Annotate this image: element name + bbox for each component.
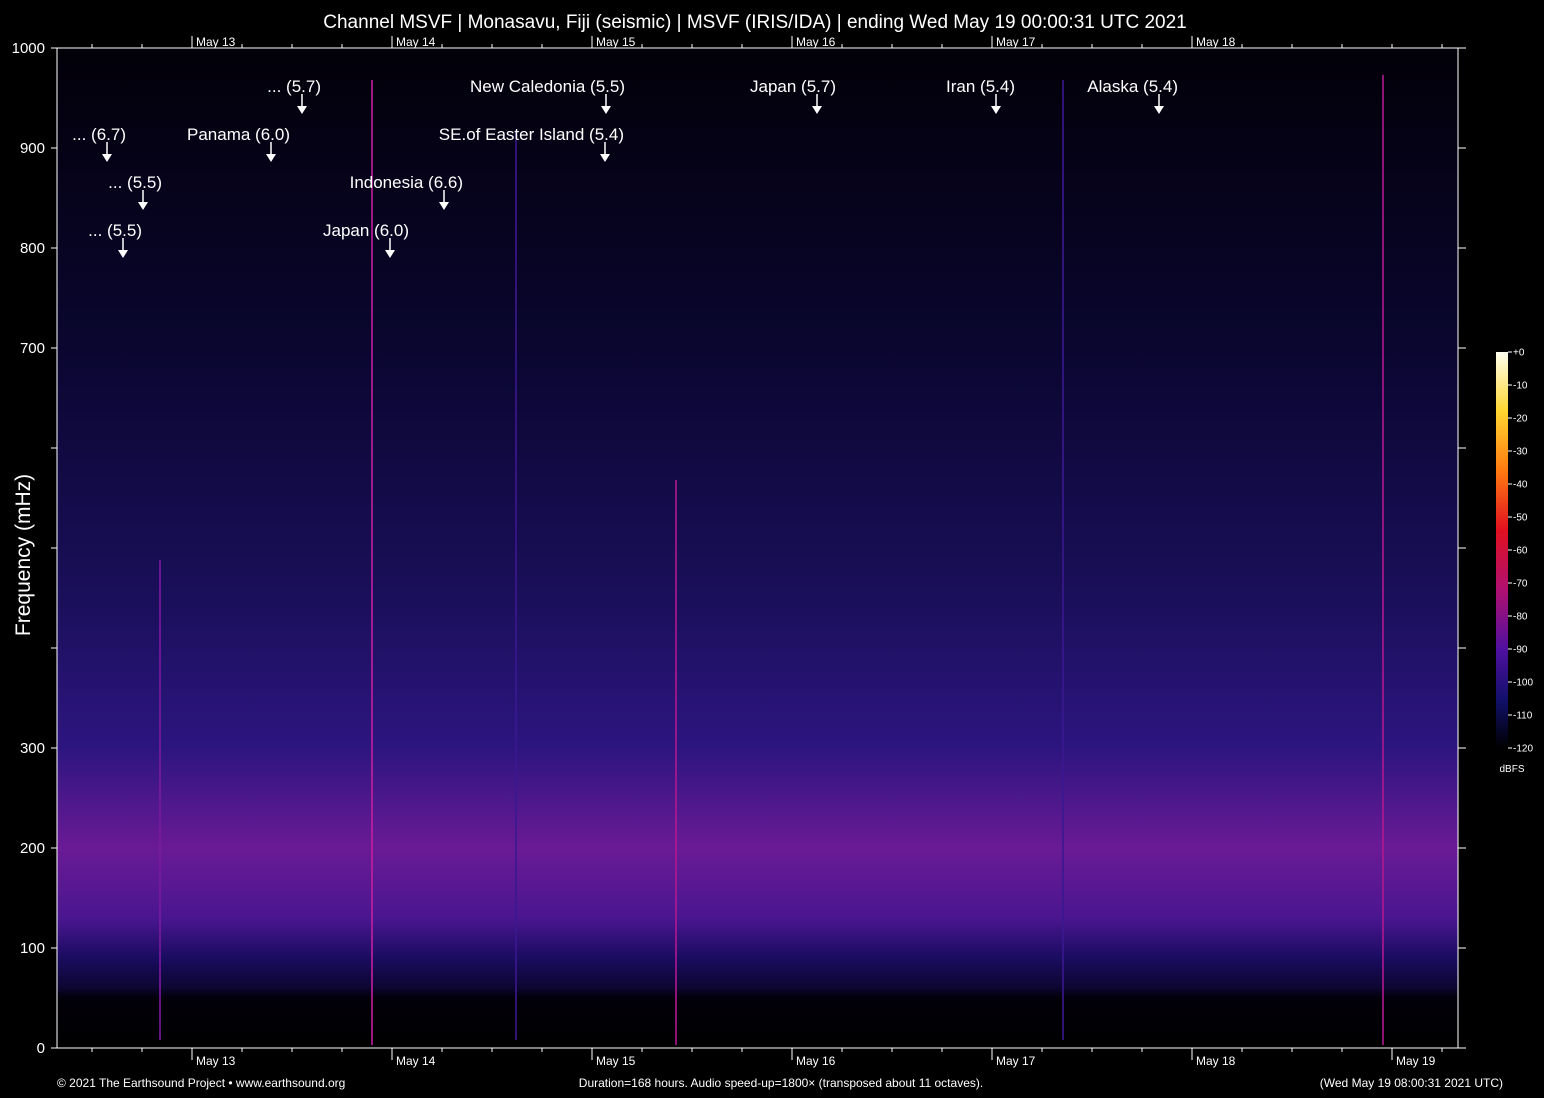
annotation-label: ... (5.5) (88, 221, 142, 240)
y-tick-label: 200 (20, 840, 45, 857)
colorbar-tick-label: -20 (1513, 414, 1528, 425)
annotation-label: ... (5.7) (267, 77, 321, 96)
annotation-label: Panama (6.0) (187, 125, 290, 144)
annotation-label: Indonesia (6.6) (350, 173, 463, 192)
annotation-label: Alaska (5.4) (1087, 77, 1178, 96)
colorbar-tick-label: -90 (1513, 645, 1528, 656)
colorbar-tick-label: -40 (1513, 480, 1528, 491)
x-tick-label: May 13 (196, 35, 236, 49)
x-tick-label: May 13 (196, 1054, 236, 1068)
colorbar-tick-label: -30 (1513, 447, 1528, 458)
chart-title: Channel MSVF | Monasavu, Fiji (seismic) … (323, 12, 1186, 33)
colorbar-tick-label: -120 (1513, 744, 1533, 755)
annotation-arrowhead (297, 106, 307, 114)
annotation-label: Japan (5.7) (750, 77, 836, 96)
annotation-label: ... (5.5) (108, 173, 162, 192)
colorbar-tick-label: -100 (1513, 678, 1533, 689)
x-tick-label: May 17 (996, 1054, 1036, 1068)
annotation-arrowhead (812, 106, 822, 114)
colorbar (1496, 352, 1508, 748)
colorbar-label: dBFS (1499, 764, 1524, 775)
annotation-arrowhead (118, 250, 128, 258)
annotation-arrowhead (600, 154, 610, 162)
annotation-arrowhead (439, 202, 449, 210)
colorbar-tick-label: -10 (1513, 381, 1528, 392)
annotation-arrowhead (601, 106, 611, 114)
x-tick-label: May 14 (396, 35, 436, 49)
annotation-arrowhead (266, 154, 276, 162)
annotation-label: ... (6.7) (72, 125, 126, 144)
y-tick-label: 900 (20, 140, 45, 157)
x-tick-label: May 15 (596, 1054, 636, 1068)
annotation-arrowhead (385, 250, 395, 258)
y-tick-label: 700 (20, 340, 45, 357)
footer-left: © 2021 The Earthsound Project • www.eart… (57, 1076, 345, 1090)
colorbar-tick-label: -60 (1513, 546, 1528, 557)
colorbar-tick-label: -80 (1513, 612, 1528, 623)
x-tick-label: May 18 (1196, 35, 1236, 49)
footer-center: Duration=168 hours. Audio speed-up=1800×… (579, 1076, 983, 1090)
signal-streaks (159, 75, 1384, 1045)
y-axis-label: Frequency (mHz) (12, 474, 35, 636)
annotation-label: Japan (6.0) (323, 221, 409, 240)
x-tick-label: May 14 (396, 1054, 436, 1068)
x-tick-label: May 17 (996, 35, 1036, 49)
x-tick-label: May 16 (796, 35, 836, 49)
y-tick-label: 0 (37, 1040, 45, 1057)
annotation-label: New Caledonia (5.5) (470, 77, 625, 96)
y-tick-label: 800 (20, 240, 45, 257)
annotation-arrowhead (991, 106, 1001, 114)
annotation-arrowhead (138, 202, 148, 210)
spectrogram (57, 48, 1458, 1048)
y-tick-label: 300 (20, 740, 45, 757)
colorbar-tick-label: -110 (1513, 711, 1533, 722)
footer-right: (Wed May 19 08:00:31 2021 UTC) (1320, 1076, 1503, 1090)
x-tick-label: May 18 (1196, 1054, 1236, 1068)
colorbar-tick-label: -50 (1513, 513, 1528, 524)
x-tick-label: May 16 (796, 1054, 836, 1068)
x-tick-label: May 19 (1396, 1054, 1436, 1068)
annotation-label: SE.of Easter Island (5.4) (439, 125, 624, 144)
y-tick-label: 100 (20, 940, 45, 957)
annotation-arrowhead (102, 154, 112, 162)
x-tick-label: May 15 (596, 35, 636, 49)
annotation-label: Iran (5.4) (946, 77, 1015, 96)
colorbar-tick-label: -70 (1513, 579, 1528, 590)
y-tick-label: 1000 (12, 40, 45, 57)
colorbar-tick-label: +0 (1513, 348, 1525, 359)
annotation-arrowhead (1154, 106, 1164, 114)
